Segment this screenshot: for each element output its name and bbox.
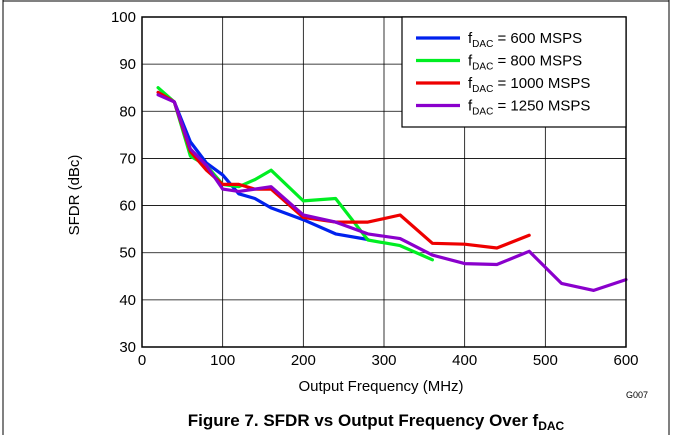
- y-tick-label: 50: [119, 245, 136, 262]
- series-line-4: [156, 93, 628, 292]
- legend-label: fDAC = 1250 MSPS: [468, 98, 590, 118]
- x-axis-ticks: 0 100 200 300 400 500 600: [138, 352, 639, 369]
- legend-label: fDAC = 1000 MSPS: [468, 75, 590, 95]
- y-tick-label: 30: [119, 339, 136, 356]
- y-tick-label: 70: [119, 150, 136, 167]
- series-line-3: [156, 90, 531, 250]
- x-tick-label: 300: [371, 352, 396, 369]
- x-tick-label: 500: [533, 352, 558, 369]
- plot-area: [141, 16, 627, 348]
- series-line-2: [156, 86, 434, 262]
- y-axis-ticks: 30 40 50 60 70 80 90 100: [111, 9, 136, 356]
- legend-label: fDAC = 600 MSPS: [468, 30, 582, 50]
- y-tick-label: 80: [119, 103, 136, 120]
- y-tick-label: 100: [111, 9, 136, 26]
- x-tick-label: 0: [138, 352, 146, 369]
- figure-caption: Figure 7. SFDR vs Output Frequency Over …: [188, 411, 565, 433]
- x-tick-label: 400: [452, 352, 477, 369]
- y-tick-label: 60: [119, 198, 136, 215]
- y-tick-label: 90: [119, 56, 136, 73]
- series-lines: [156, 86, 628, 292]
- figure-code: G007: [626, 390, 648, 400]
- y-axis-title: SFDR (dBc): [66, 155, 83, 236]
- legend-box: [401, 16, 627, 128]
- series-line-1: [156, 90, 370, 242]
- y-tick-label: 40: [119, 292, 136, 309]
- x-tick-label: 200: [291, 352, 316, 369]
- x-axis-title: Output Frequency (MHz): [298, 378, 463, 395]
- legend-label: fDAC = 800 MSPS: [468, 53, 582, 73]
- x-tick-label: 600: [613, 352, 638, 369]
- x-tick-label: 100: [210, 352, 235, 369]
